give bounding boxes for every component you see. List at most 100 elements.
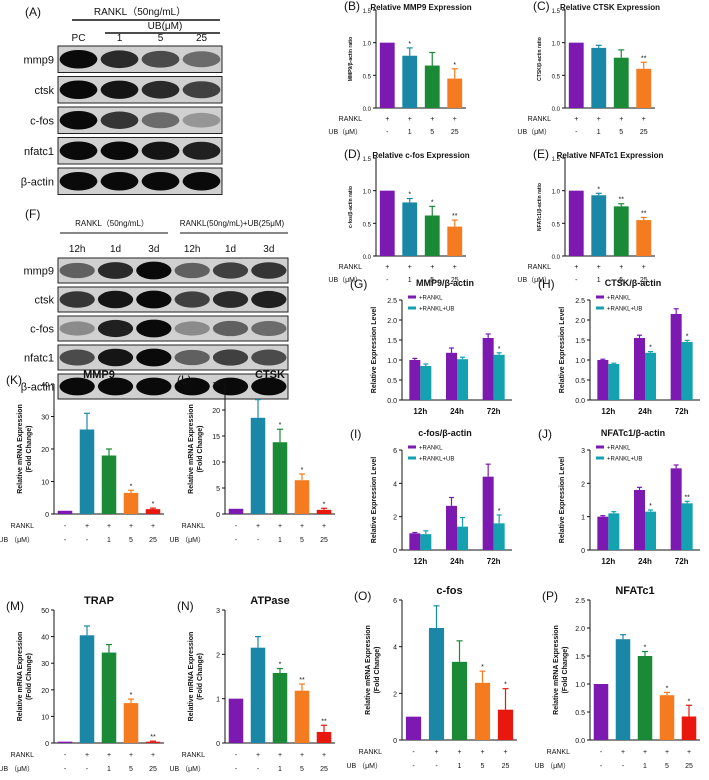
bar [497, 709, 514, 740]
blot-band [174, 262, 210, 279]
y-axis-label: (Fold Change) [26, 653, 33, 700]
panel-letter: (O) [354, 589, 371, 603]
condition-cell: + [408, 264, 412, 271]
legend-label: +RANKL+UB [607, 307, 642, 313]
group1-header: RANKL（50ng/mL） [75, 219, 149, 228]
y-tick-label: 20 [41, 447, 49, 454]
bar [636, 220, 652, 256]
condition-cell: + [300, 523, 304, 530]
chart-title: NFATc1 [615, 585, 654, 597]
y-tick-label: 2.0 [575, 318, 585, 325]
blot-band [97, 348, 134, 367]
bar [568, 42, 584, 108]
chart-title: MMP9 [83, 369, 115, 381]
condition-cell: - [64, 766, 67, 773]
y-tick-label: 0.0 [575, 738, 585, 745]
y-tick-label: 40 [41, 382, 49, 389]
protein-label: nfatc1 [24, 146, 54, 158]
protein-label: mmp9 [23, 54, 54, 66]
y-tick-label: 1.0 [363, 190, 372, 196]
y-axis-label: Relative Expression Level [559, 307, 566, 393]
bar [379, 42, 395, 108]
condition-cell: + [129, 752, 133, 759]
significance-mark: ** [684, 494, 690, 501]
y-axis-label: (Fold Change) [26, 425, 33, 472]
condition-cell: - [86, 537, 89, 544]
chart-title: Relative c-fos Expression [372, 151, 469, 160]
blot-band [59, 110, 98, 130]
y-tick-label: 0.0 [552, 255, 561, 261]
significance-mark: ** [452, 213, 458, 220]
protein-label: ctsk [34, 85, 54, 97]
bar [457, 526, 468, 550]
significance-mark: * [481, 664, 484, 671]
bar [482, 476, 494, 550]
condition-cell: - [235, 766, 238, 773]
lane-label: 12h [184, 244, 201, 255]
bar [681, 716, 697, 740]
condition-cell: 1 [107, 766, 111, 773]
condition-cell: - [64, 523, 67, 530]
condition-label: RANKL [339, 264, 362, 271]
y-tick-label: 3 [581, 448, 585, 455]
condition-cell: + [107, 752, 111, 759]
y-tick-label: 1.5 [363, 9, 372, 15]
significance-mark: * [649, 503, 652, 510]
condition-cell: + [687, 749, 691, 756]
condition-label: UB （μM） [346, 762, 382, 770]
condition-cell: + [642, 264, 646, 271]
condition-cell: + [480, 749, 484, 756]
significance-mark: * [152, 501, 155, 508]
condition-cell: + [597, 264, 601, 271]
significance-mark: * [408, 192, 411, 199]
bar [316, 509, 332, 514]
significance-mark: * [666, 685, 669, 692]
bar [101, 652, 117, 743]
condition-cell: + [621, 749, 625, 756]
bar [615, 639, 631, 740]
condition-cell: + [385, 116, 389, 123]
chart-title: Relative CTSK Expression [560, 3, 660, 12]
condition-label: UB（μM） [517, 276, 551, 284]
significance-mark: ** [641, 210, 647, 217]
condition-cell: + [597, 116, 601, 123]
condition-cell: 25 [320, 766, 328, 773]
x-tick-label: 72h [487, 557, 501, 566]
blot-strip [57, 257, 289, 284]
bar [593, 684, 609, 740]
condition-cell: 25 [149, 766, 157, 773]
y-tick-label: 2.5 [575, 598, 585, 605]
condition-cell: 1 [278, 537, 282, 544]
y-axis-label: Relative mRNA Expression [17, 404, 24, 494]
legend-label: +RANKL+UB [419, 307, 454, 313]
condition-label: UB（μM） [517, 128, 551, 136]
x-tick-label: 24h [450, 407, 464, 416]
x-tick-label: 12h [601, 557, 615, 566]
condition-cell: - [600, 749, 603, 756]
y-tick-label: 0.5 [363, 74, 372, 80]
y-tick-label: 1.0 [363, 42, 372, 48]
bar [101, 455, 117, 514]
panel-letter: (L) [177, 373, 192, 387]
condition-label: RANKL [182, 752, 205, 759]
condition-cell: 5 [430, 277, 434, 284]
chart-title: CTSK [255, 369, 285, 381]
chart-title: Relative NFATc1 Expression [557, 151, 664, 160]
bar [597, 516, 609, 550]
condition-cell: + [278, 523, 282, 530]
condition-cell: + [642, 116, 646, 123]
panel-letter: (A) [25, 5, 41, 19]
blot-strip [57, 344, 289, 371]
y-tick-label: 1.5 [387, 338, 397, 345]
y-tick-label: 3 [216, 608, 220, 615]
blot-band [141, 112, 180, 129]
condition-label: RANKL [528, 264, 551, 271]
condition-label: UB（μM） [328, 128, 362, 136]
blot-band [136, 319, 172, 338]
y-tick-label: 1.5 [575, 338, 585, 345]
condition-cell: - [235, 537, 238, 544]
condition-cell: + [322, 523, 326, 530]
bar [228, 698, 244, 743]
condition-cell: 5 [619, 277, 623, 284]
